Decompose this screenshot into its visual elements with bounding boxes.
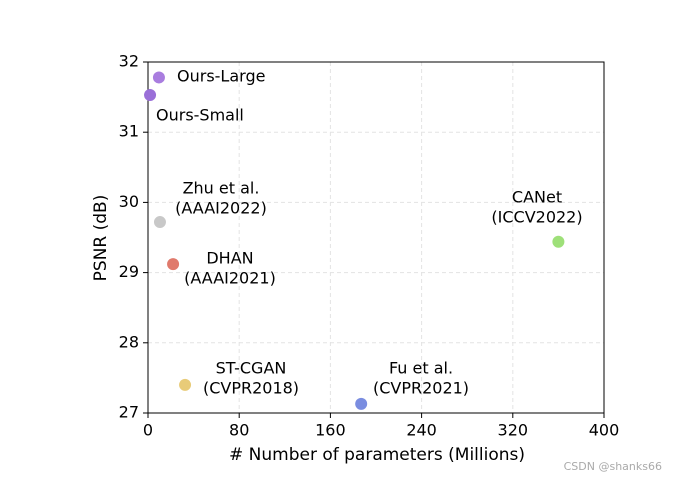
x-axis-title: # Number of parameters (Millions): [229, 445, 525, 465]
y-tick-label: 32: [119, 52, 139, 71]
point: [552, 235, 565, 248]
point: [144, 88, 157, 101]
point: [167, 258, 180, 271]
point: [355, 397, 368, 410]
y-tick-label: 30: [119, 192, 139, 211]
y-axis-title: PSNR (dB): [91, 195, 111, 282]
point: [179, 378, 192, 391]
point-label: Zhu et al.: [183, 179, 260, 198]
point-label: ST-CGAN: [216, 359, 287, 378]
point-label: (CVPR2021): [373, 379, 469, 398]
y-tick-label: 29: [119, 262, 139, 281]
point-label: (ICCV2022): [491, 208, 582, 227]
point: [152, 71, 165, 84]
point-label: Ours-Large: [177, 67, 265, 86]
point-label: (CVPR2018): [203, 379, 299, 398]
x-tick-label: 0: [143, 421, 153, 440]
point-label: CANet: [512, 188, 562, 207]
y-tick-label: 27: [119, 403, 139, 422]
y-tick-label: 28: [119, 332, 139, 351]
point: [153, 216, 166, 229]
x-tick-label: 400: [589, 421, 620, 440]
point-label: DHAN: [206, 249, 253, 268]
x-tick-label: 80: [229, 421, 249, 440]
x-tick-label: 160: [315, 421, 346, 440]
y-tick-label: 31: [119, 122, 139, 141]
watermark: CSDN @shanks66: [564, 460, 662, 473]
point-label: (AAAI2021): [184, 269, 276, 288]
point-label: Ours-Small: [156, 106, 244, 125]
plot-frame: [147, 61, 605, 414]
x-tick-label: 240: [406, 421, 437, 440]
point-label: (AAAI2022): [175, 199, 267, 218]
point-label: Fu et al.: [389, 359, 453, 378]
x-tick-label: 320: [498, 421, 529, 440]
